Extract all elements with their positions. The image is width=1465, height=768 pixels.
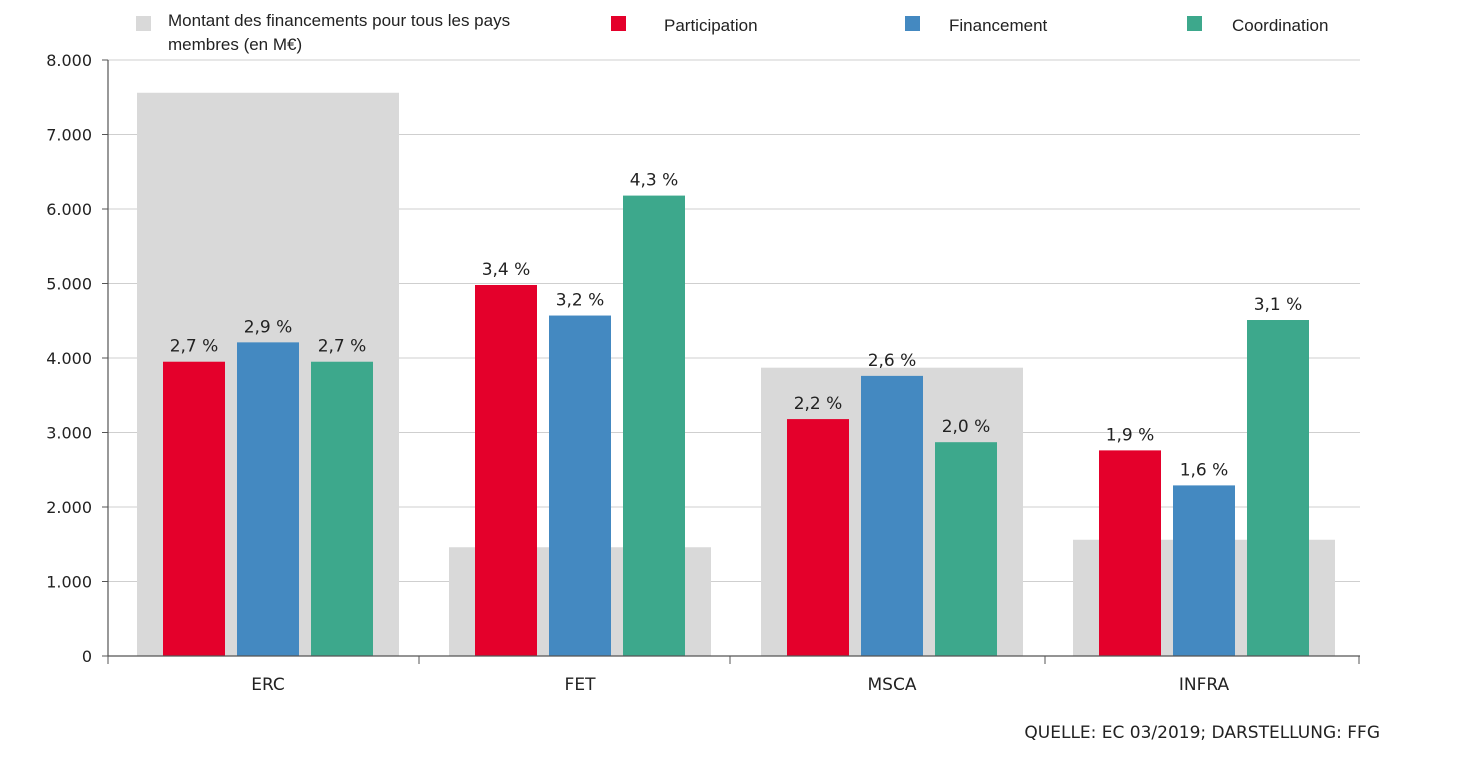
x-tick-label: ERC	[251, 675, 285, 695]
legend: Montant des financements pour tous les p…	[136, 11, 1328, 54]
legend-swatch-coordination	[1187, 16, 1202, 31]
data-label: 2,0 %	[942, 417, 991, 437]
x-tick-label: FET	[565, 675, 597, 695]
y-tick-label: 0	[82, 647, 92, 666]
y-tick-label: 2.000	[46, 498, 92, 517]
data-label: 3,1 %	[1254, 295, 1303, 315]
data-labels: 2,7 % 2,9 % 2,7 % 3,4 % 3,2 % 4,3 % 2,2 % 2,6 %…	[170, 171, 1303, 481]
data-label: 2,7 %	[318, 337, 367, 357]
x-tick-label: MSCA	[868, 675, 917, 695]
x-tick-label: INFRA	[1179, 675, 1230, 695]
bar-participation-erc	[163, 361, 225, 656]
source-note: QUELLE: EC 03/2019; DARSTELLUNG: FFG	[1024, 723, 1380, 743]
legend-label-total: Montant des financements pour tous les p…	[168, 11, 510, 30]
data-label: 2,9 %	[244, 317, 293, 337]
legend-label-total: membres (en M€)	[168, 35, 302, 54]
data-label: 4,3 %	[630, 171, 679, 191]
data-label: 3,2 %	[556, 291, 605, 311]
y-tick-label: 3.000	[46, 424, 92, 443]
bar-participation-infra	[1099, 450, 1161, 656]
data-label: 1,6 %	[1180, 460, 1229, 480]
bar-coordination-fet	[623, 195, 685, 656]
bar-coordination-msca	[935, 442, 997, 656]
legend-swatch-participation	[611, 16, 626, 31]
y-tick-label: 6.000	[46, 200, 92, 219]
series-bars	[163, 195, 1309, 656]
legend-label-coordination: Coordination	[1232, 16, 1328, 35]
legend-swatch-total	[136, 16, 151, 31]
data-label: 2,7 %	[170, 337, 219, 357]
bar-participation-fet	[475, 284, 537, 656]
legend-swatch-financement	[905, 16, 920, 31]
y-tick-label: 7.000	[46, 126, 92, 145]
legend-label-participation: Participation	[664, 16, 758, 35]
data-label: 2,6 %	[868, 351, 917, 371]
bar-financement-fet	[549, 315, 611, 656]
bar-coordination-infra	[1247, 320, 1309, 656]
legend-label-financement: Financement	[949, 16, 1048, 35]
bar-financement-erc	[237, 342, 299, 656]
bar-financement-infra	[1173, 485, 1235, 656]
data-label: 3,4 %	[482, 260, 531, 280]
bar-participation-msca	[787, 419, 849, 656]
axes: 0 1.000 2.000 3.000 4.000 5.000 6.000 7.000 8.00…	[46, 51, 1360, 695]
bar-coordination-erc	[311, 361, 373, 656]
data-label: 1,9 %	[1106, 425, 1155, 445]
y-tick-label: 8.000	[46, 51, 92, 70]
y-tick-label: 5.000	[46, 275, 92, 294]
data-label: 2,2 %	[794, 394, 843, 414]
y-tick-label: 1.000	[46, 573, 92, 592]
y-tick-label: 4.000	[46, 349, 92, 368]
bar-financement-msca	[861, 375, 923, 656]
